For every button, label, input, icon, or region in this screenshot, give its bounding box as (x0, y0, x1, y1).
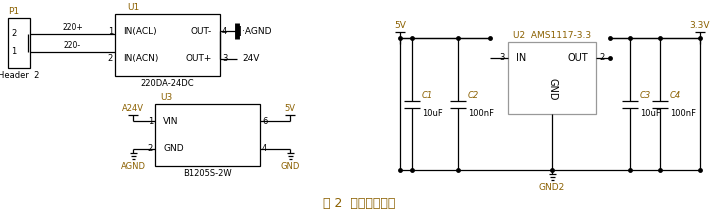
Text: B1205S-2W: B1205S-2W (183, 169, 232, 178)
Text: IN(ACL): IN(ACL) (123, 27, 157, 36)
Text: OUT-: OUT- (191, 27, 212, 36)
Text: IN(ACN): IN(ACN) (123, 54, 159, 63)
Text: A24V: A24V (122, 104, 144, 113)
Text: 24V: 24V (242, 54, 259, 63)
Text: 100nF: 100nF (670, 108, 696, 118)
Bar (115, 14, 220, 76)
Text: C4: C4 (670, 91, 681, 100)
Text: 2: 2 (599, 53, 605, 62)
Text: 5V: 5V (394, 21, 406, 30)
Text: 1: 1 (11, 48, 17, 57)
Text: U1: U1 (127, 3, 139, 12)
Text: GND: GND (547, 78, 557, 100)
Text: GND: GND (280, 162, 299, 171)
Text: P1: P1 (8, 7, 19, 16)
Text: Header  2: Header 2 (0, 71, 39, 80)
Text: ·AGND: ·AGND (242, 27, 271, 36)
Text: 10uF: 10uF (422, 108, 443, 118)
Text: 3: 3 (222, 54, 228, 63)
Text: 2: 2 (148, 144, 153, 153)
Text: OUT+: OUT+ (186, 54, 212, 63)
Text: 220+: 220+ (62, 23, 83, 32)
Text: IN: IN (516, 53, 526, 63)
Text: 2: 2 (11, 30, 17, 38)
Text: 4: 4 (262, 144, 267, 153)
Text: 220DA-24DC: 220DA-24DC (141, 79, 195, 88)
Text: OUT: OUT (567, 53, 588, 63)
Text: GND: GND (163, 144, 184, 153)
Text: 3: 3 (500, 53, 505, 62)
Text: 100nF: 100nF (468, 108, 494, 118)
Text: 1: 1 (148, 117, 153, 126)
Text: 1: 1 (108, 27, 113, 36)
Text: U2  AMS1117-3.3: U2 AMS1117-3.3 (513, 31, 591, 40)
Text: 220-: 220- (64, 41, 81, 50)
Text: C2: C2 (468, 91, 479, 100)
Text: GND2: GND2 (539, 183, 565, 192)
Text: 6: 6 (262, 117, 267, 126)
Text: 5V: 5V (284, 104, 296, 113)
Text: AGND: AGND (121, 162, 146, 171)
Text: U3: U3 (160, 93, 172, 102)
Text: C1: C1 (422, 91, 433, 100)
Text: 3.3V: 3.3V (690, 21, 710, 30)
Text: 10uF: 10uF (640, 108, 661, 118)
Text: C3: C3 (640, 91, 651, 100)
Bar (155, 104, 260, 166)
Text: VIN: VIN (163, 117, 179, 126)
Text: 图 2  电源转换电路: 图 2 电源转换电路 (323, 197, 395, 210)
Bar (8, 18, 30, 68)
Bar (508, 42, 596, 114)
Text: 2: 2 (108, 54, 113, 63)
Text: 4: 4 (222, 27, 228, 36)
